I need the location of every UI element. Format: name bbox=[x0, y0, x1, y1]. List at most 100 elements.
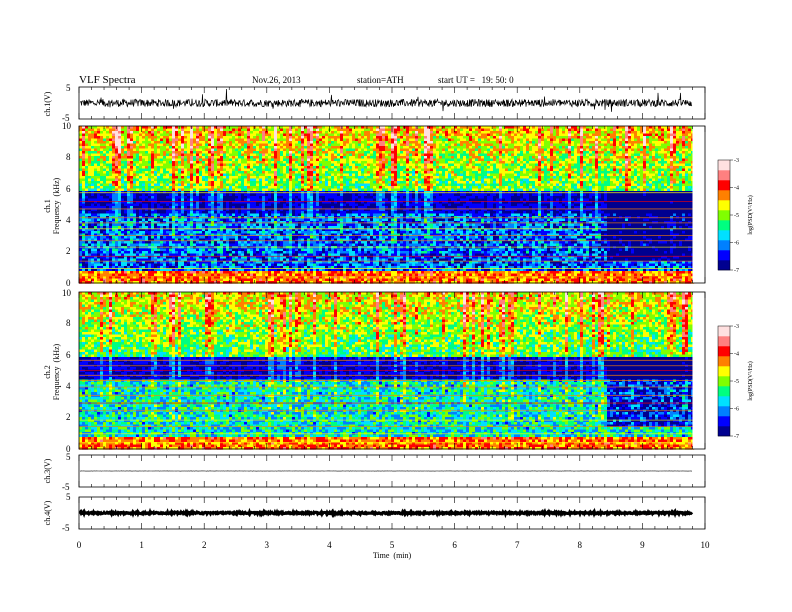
spec-cell bbox=[280, 236, 284, 239]
spec-cell bbox=[112, 171, 116, 174]
spec-cell bbox=[304, 141, 308, 144]
spec-cell bbox=[160, 241, 164, 244]
spec-cell bbox=[292, 263, 296, 267]
spec-cell bbox=[88, 146, 92, 149]
spec-cell bbox=[82, 173, 86, 177]
spec-cell bbox=[190, 243, 194, 247]
spec-cell bbox=[196, 268, 200, 272]
spec-cell bbox=[298, 171, 302, 174]
spec-cell bbox=[178, 243, 182, 247]
spec-cell bbox=[250, 151, 254, 154]
spec-cell bbox=[181, 183, 185, 187]
spec-cell bbox=[268, 196, 272, 199]
spec-cell bbox=[199, 236, 203, 239]
spec-cell bbox=[106, 218, 110, 222]
spec-cell bbox=[238, 148, 242, 152]
spec-cell bbox=[301, 271, 305, 274]
spec-cell bbox=[139, 208, 143, 212]
spec-cell bbox=[145, 213, 149, 217]
spec-cell bbox=[256, 261, 260, 264]
spec-cell bbox=[304, 228, 308, 232]
spec-cell bbox=[238, 176, 242, 179]
spec-cell bbox=[292, 148, 296, 152]
spec-cell bbox=[154, 136, 158, 139]
spec-cell bbox=[196, 126, 200, 129]
spec-cell bbox=[172, 153, 176, 157]
spec-cell bbox=[271, 171, 275, 174]
spec-cell bbox=[193, 251, 197, 254]
spec-cell bbox=[136, 201, 140, 204]
spec-cell bbox=[115, 148, 119, 152]
spec-cell bbox=[190, 186, 194, 189]
spec-cell bbox=[157, 156, 161, 159]
spec-cell bbox=[175, 241, 179, 244]
spec-cell bbox=[274, 156, 278, 159]
spec-cell bbox=[286, 128, 290, 132]
spec-cell bbox=[139, 266, 143, 269]
spec-cell bbox=[130, 156, 134, 159]
spec-cell bbox=[238, 263, 242, 267]
spec-cell bbox=[94, 271, 98, 274]
spec-cell bbox=[244, 171, 248, 174]
spec-cell bbox=[232, 256, 236, 259]
spec-cell bbox=[109, 141, 113, 144]
spec-cell bbox=[136, 126, 140, 129]
spec-cell bbox=[307, 158, 311, 162]
spec-cell bbox=[262, 138, 266, 142]
spec-cell bbox=[217, 226, 221, 229]
spec-cell bbox=[112, 236, 116, 239]
spec-cell bbox=[154, 183, 158, 187]
spec-cell bbox=[265, 146, 269, 149]
spec-cell bbox=[229, 148, 233, 152]
spec-cell bbox=[169, 213, 173, 217]
spec-cell bbox=[229, 233, 233, 237]
spec-cell bbox=[199, 133, 203, 137]
spec-cell bbox=[175, 186, 179, 189]
spec-cell bbox=[211, 171, 215, 174]
spec-cell bbox=[256, 281, 260, 284]
spec-cell bbox=[124, 266, 128, 269]
spec-cell bbox=[280, 178, 284, 182]
spec-cell bbox=[211, 158, 215, 162]
spec-cell bbox=[118, 226, 122, 229]
spec-cell bbox=[130, 161, 134, 164]
spec-cell bbox=[145, 221, 149, 224]
spec-cell bbox=[169, 176, 173, 179]
spec-cell bbox=[289, 261, 293, 264]
spec-cell bbox=[208, 221, 212, 224]
spec-cell bbox=[241, 278, 245, 282]
spec-cell bbox=[271, 228, 275, 232]
spec-cell bbox=[223, 266, 227, 269]
spec-cell bbox=[145, 148, 149, 152]
spec-cell bbox=[274, 268, 278, 272]
spec-cell bbox=[103, 233, 107, 237]
spec-cell bbox=[91, 133, 95, 137]
spec-cell bbox=[187, 133, 191, 137]
spec-cell bbox=[265, 203, 269, 207]
spec-cell bbox=[88, 141, 92, 144]
spec-cell bbox=[205, 183, 209, 187]
spec-cell bbox=[196, 141, 200, 144]
spec-cell bbox=[154, 276, 158, 279]
spec-cell bbox=[160, 151, 164, 154]
spec-cell bbox=[229, 258, 233, 262]
spec-cell bbox=[277, 128, 281, 132]
spec-cell bbox=[205, 131, 209, 134]
spec-cell bbox=[88, 161, 92, 164]
spec-cell bbox=[112, 178, 116, 182]
spec-cell bbox=[166, 173, 170, 177]
spec-cell bbox=[277, 261, 281, 264]
spec-cell bbox=[166, 223, 170, 227]
spec-cell bbox=[142, 213, 146, 217]
spec-cell bbox=[151, 181, 155, 184]
spec-cell bbox=[175, 211, 179, 214]
spec-cell bbox=[229, 131, 233, 134]
spec-cell bbox=[304, 138, 308, 142]
spec-cell bbox=[208, 256, 212, 259]
spec-cell bbox=[283, 168, 287, 172]
spec-cell bbox=[88, 228, 92, 232]
spec-cell bbox=[226, 278, 230, 282]
spec-cell bbox=[208, 171, 212, 174]
spec-cell bbox=[142, 208, 146, 212]
spec-cell bbox=[301, 228, 305, 232]
